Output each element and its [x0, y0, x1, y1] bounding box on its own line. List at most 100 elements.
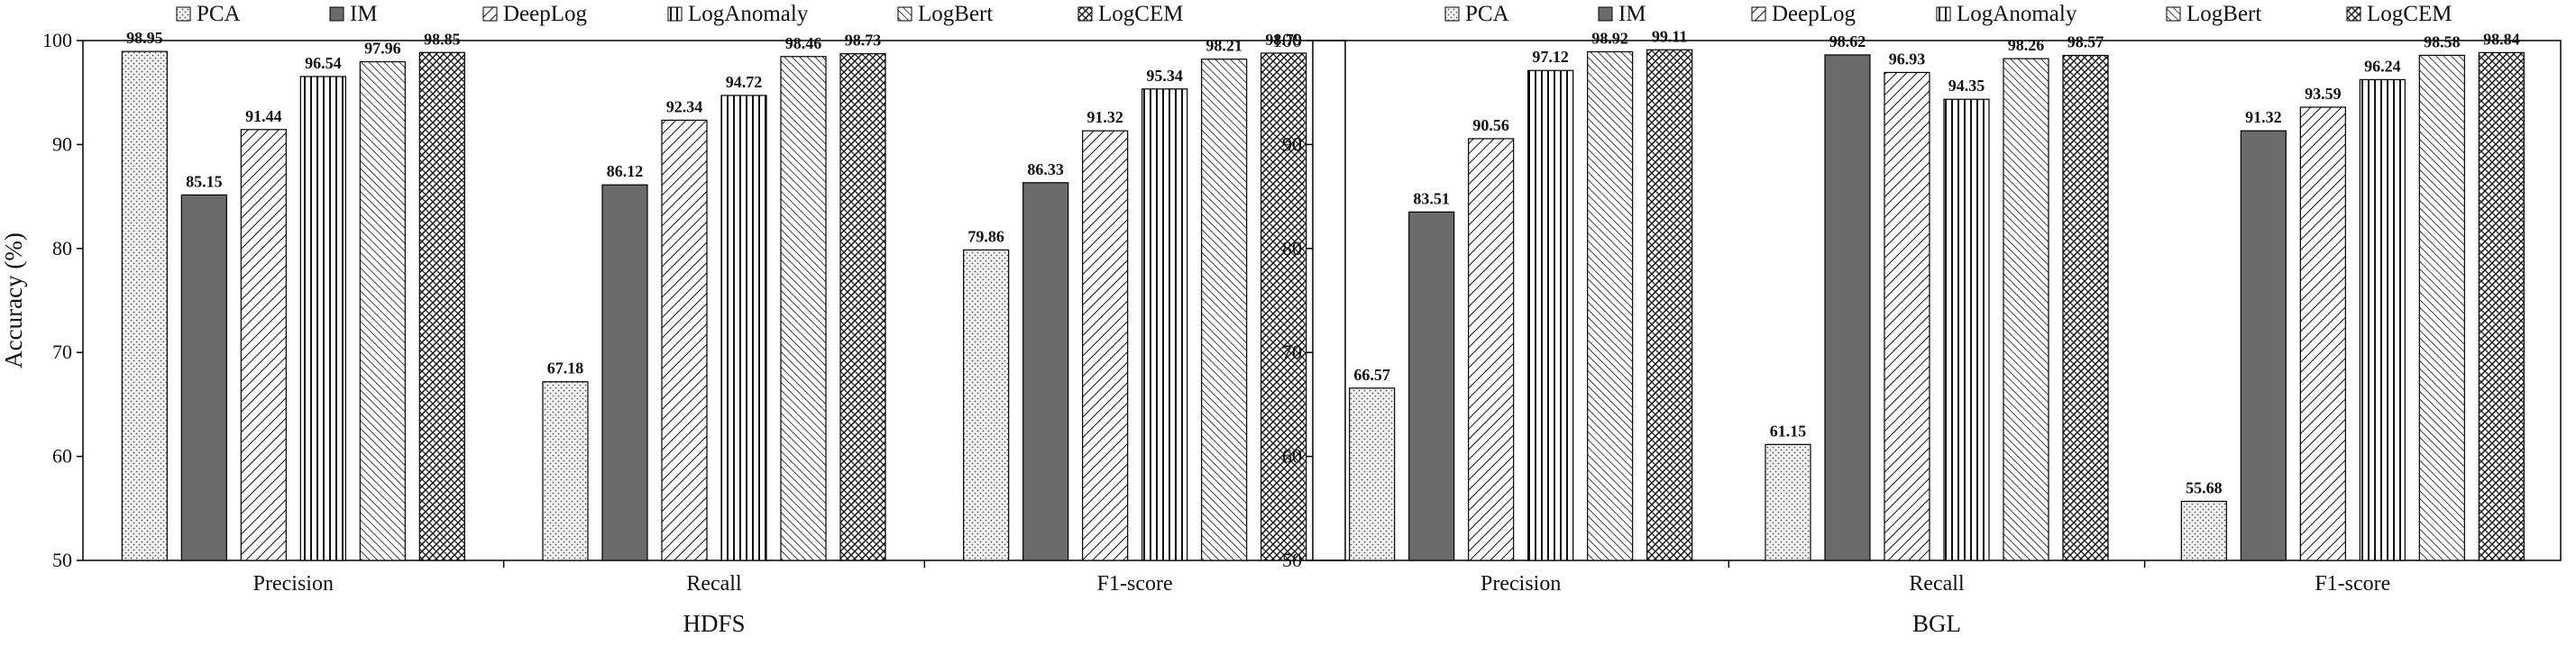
chart-panels: 50 60 70 80 90 100 Accuracy (%) 98.95 85.15 91.44… — [0, 27, 2562, 637]
y-tick-label: 90 — [1282, 132, 1302, 155]
legend-swatch-logcem — [1077, 6, 1093, 22]
data-label: 86.33 — [1027, 160, 1064, 178]
plot-frame — [1312, 40, 2562, 561]
data-label: 61.15 — [1770, 422, 1807, 440]
bar-hdfs-f1-score-pca — [963, 249, 1010, 561]
data-label: 92.34 — [666, 97, 703, 115]
bar-bgl-precision-pca — [1349, 387, 1396, 561]
bar-bgl-f1-score-deeplog — [2299, 106, 2346, 561]
bar-hdfs-recall-im — [601, 184, 648, 561]
data-label: 98.73 — [845, 32, 882, 50]
legend-label-im: IM — [350, 2, 378, 26]
legend-label-logcem: LogCEM — [1098, 2, 1183, 26]
data-label: 97.12 — [1532, 48, 1569, 66]
legend-label-pca: PCA — [197, 2, 241, 26]
bar-bgl-precision-logcem — [1646, 49, 1693, 561]
data-label: 98.62 — [1829, 32, 1866, 50]
bar-hdfs-recall-deeplog — [661, 119, 708, 561]
y-tick-label: 90 — [52, 132, 72, 155]
legend-label-deeplog: DeepLog — [1772, 2, 1856, 26]
chart-panel-bgl: 50 60 70 80 90 100 66.57 83.51 90.56 97.12 98.92 99… — [1272, 27, 2562, 637]
data-label: 98.84 — [2483, 30, 2520, 48]
legend: PCA IM DeepLog LogAnomaly LogBert LogCEM PCA IM… — [176, 2, 2452, 26]
y-tick-label: 50 — [1282, 549, 1302, 571]
bar-bgl-recall-im — [1824, 54, 1871, 561]
data-label: 91.32 — [1086, 108, 1123, 126]
bar-bgl-f1-score-pca — [2180, 500, 2227, 561]
legend-swatch-loganomaly — [1936, 6, 1951, 22]
bar-hdfs-f1-score-im — [1022, 182, 1069, 561]
data-label: 91.44 — [245, 107, 282, 125]
x-category-label: F1-score — [2315, 572, 2390, 596]
bar-bgl-precision-im — [1408, 211, 1455, 561]
data-label: 94.72 — [726, 73, 763, 91]
bar-bgl-precision-deeplog — [1468, 138, 1515, 561]
bar-bgl-f1-score-im — [2240, 130, 2287, 561]
legend-swatch-logbert — [2166, 6, 2181, 22]
legend-group-2: PCA IM DeepLog LogAnomaly LogBert LogCEM — [1444, 2, 2452, 26]
data-label: 66.57 — [1353, 366, 1390, 384]
legend-swatch-logcem — [2346, 6, 2361, 22]
data-label: 97.96 — [364, 40, 401, 58]
legend-swatch-logbert — [897, 6, 912, 22]
data-label: 96.24 — [2364, 57, 2401, 75]
legend-label-logcem: LogCEM — [2367, 2, 2452, 26]
legend-label-logbert: LogBert — [918, 2, 993, 26]
data-label: 90.56 — [1472, 116, 1509, 134]
bar-hdfs-f1-score-logbert — [1201, 59, 1248, 561]
data-label: 86.12 — [607, 162, 644, 180]
data-label: 79.86 — [967, 227, 1004, 245]
legend-group-1: PCA IM DeepLog LogAnomaly LogBert LogCEM — [176, 2, 1183, 26]
bar-hdfs-recall-logbert — [780, 56, 827, 561]
legend-swatch-deeplog — [1751, 6, 1766, 22]
y-tick-label: 100 — [42, 29, 72, 51]
y-tick-label: 70 — [52, 341, 72, 363]
bar-hdfs-f1-score-loganomaly — [1141, 88, 1188, 561]
plot-frame — [82, 40, 1346, 561]
bar-bgl-f1-score-loganomaly — [2359, 78, 2406, 561]
data-label: 98.58 — [2424, 32, 2461, 50]
data-label: 95.34 — [1146, 67, 1183, 85]
legend-label-pca: PCA — [1465, 2, 1509, 26]
bar-hdfs-precision-pca — [121, 50, 168, 561]
x-category-label: Precision — [1481, 572, 1561, 596]
bar-hdfs-f1-score-logcem — [1260, 52, 1307, 561]
legend-swatch-pca — [176, 6, 191, 22]
legend-label-deeplog: DeepLog — [503, 2, 588, 26]
legend-swatch-loganomaly — [667, 6, 683, 22]
bar-hdfs-precision-logcem — [418, 51, 465, 561]
bar-bgl-recall-logcem — [2062, 54, 2109, 561]
legend-label-loganomaly: LogAnomaly — [688, 2, 809, 26]
legend-swatch-im — [329, 6, 344, 22]
y-tick-label: 60 — [52, 445, 72, 468]
x-category-label: Recall — [1909, 572, 1965, 596]
bar-bgl-recall-pca — [1765, 443, 1811, 561]
data-label: 98.79 — [1265, 31, 1302, 49]
panel-title: BGL — [1912, 610, 1961, 637]
data-label: 85.15 — [186, 172, 223, 190]
data-label: 98.26 — [2008, 36, 2045, 54]
data-label: 98.21 — [1205, 37, 1242, 55]
bar-hdfs-recall-logcem — [839, 53, 886, 561]
x-category-label: F1-score — [1097, 572, 1173, 596]
data-label: 98.57 — [2067, 33, 2104, 51]
chart-panel-hdfs: 50 60 70 80 90 100 Accuracy (%) 98.95 85.15 91.44… — [0, 29, 1346, 637]
legend-label-im: IM — [1618, 2, 1646, 26]
y-axis-title: Accuracy (%) — [0, 232, 27, 368]
legend-label-logbert: LogBert — [2186, 2, 2261, 26]
legend-swatch-deeplog — [482, 6, 498, 22]
data-label: 99.11 — [1652, 27, 1688, 45]
y-tick-label: 80 — [1282, 237, 1302, 259]
data-label: 94.35 — [1948, 77, 1985, 95]
data-label: 67.18 — [547, 359, 584, 378]
bar-bgl-recall-logbert — [2003, 58, 2049, 561]
bar-hdfs-f1-score-deeplog — [1082, 130, 1129, 561]
data-label: 55.68 — [2186, 478, 2223, 496]
y-tick-label: 70 — [1282, 341, 1302, 363]
data-label: 98.92 — [1591, 29, 1628, 47]
bar-hdfs-precision-logbert — [359, 60, 406, 561]
data-label: 93.59 — [2305, 85, 2342, 103]
legend-swatch-pca — [1444, 6, 1460, 22]
